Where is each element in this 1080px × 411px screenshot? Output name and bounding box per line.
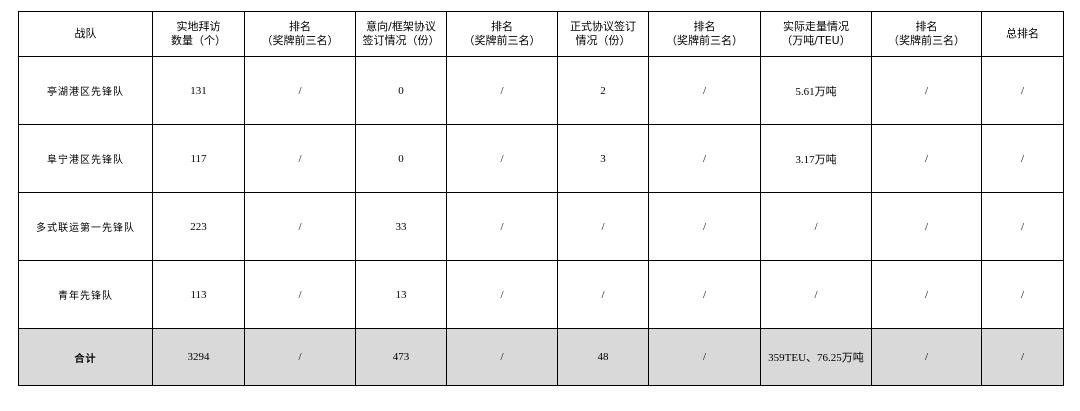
table-cell: / [871,260,982,329]
column-header: 实地拜访 数量（个） [152,11,245,57]
table-cell: / [981,56,1064,125]
table-cell: 3294 [152,328,245,386]
table-row: 多式联运第一先锋队 223/33// / / / / [18,192,1064,261]
table-cell: / [446,192,558,261]
table-cell: / [871,192,982,261]
team-name-cell: 青年先锋队 [18,260,153,329]
table-row: 阜宁港区先锋队 117/0/3/3.17万吨 / / [18,124,1064,193]
table-cell: / [871,124,982,193]
table-cell: / [981,328,1064,386]
table-cell: 33 [355,192,447,261]
table-cell: 5.61万吨 [760,56,872,125]
table-cell: / [446,56,558,125]
table-cell: / [981,192,1064,261]
column-header: 排名 （奖牌前三名） [446,11,558,57]
table-cell: / [871,56,982,125]
team-name-cell: 合计 [18,328,153,386]
column-header: 总排名 [981,11,1064,57]
table-cell: 131 [152,56,245,125]
table-cell: 223 [152,192,245,261]
table-cell: / [244,56,356,125]
table-cell: / [981,124,1064,193]
table-cell: 113 [152,260,245,329]
team-name-cell: 多式联运第一先锋队 [18,192,153,261]
table-cell: / [981,260,1064,329]
table-cell: / [244,192,356,261]
table-cell: 0 [355,56,447,125]
table-cell: / [648,56,761,125]
column-header: 排名 （奖牌前三名） [871,11,982,57]
table-cell: 2 [557,56,649,125]
table-cell: / [557,192,649,261]
table-cell: 117 [152,124,245,193]
team-ranking-table: 战队 实地拜访 数量（个） 排名 （奖牌前三名） 意向/框架协议 签订情况（份） 排名 … [18,11,1064,386]
column-header: 排名 （奖牌前三名） [648,11,761,57]
table-cell: 48 [557,328,649,386]
table-cell: / [871,328,982,386]
header-row: 战队 实地拜访 数量（个） 排名 （奖牌前三名） 意向/框架协议 签订情况（份） 排名 … [18,11,1064,57]
table-cell: / [648,124,761,193]
table-cell: / [446,328,558,386]
table-cell: / [244,260,356,329]
table-cell: 13 [355,260,447,329]
table-cell: 3 [557,124,649,193]
team-name-cell: 阜宁港区先锋队 [18,124,153,193]
team-name-cell: 亭湖港区先锋队 [18,56,153,125]
column-header: 实际走量情况 （万吨/TEU） [760,11,872,57]
table-cell: / [648,260,761,329]
table-cell: 473 [355,328,447,386]
table-cell: 359TEU、76.25万吨 [760,328,872,386]
table-cell: / [446,124,558,193]
column-header: 战队 [18,11,153,57]
table-row: 青年先锋队 113/13// / / / / [18,260,1064,329]
table-row: 亭湖港区先锋队 131/0/2/5.61万吨 / / [18,56,1064,125]
column-header: 正式协议签订 情况（份） [557,11,649,57]
table-cell: / [648,328,761,386]
table-cell: 3.17万吨 [760,124,872,193]
total-row: 合计 3294/473/48/359TEU、76.25万吨 / / [18,328,1064,386]
table-cell: / [760,260,872,329]
table-cell: / [760,192,872,261]
table-cell: / [557,260,649,329]
table-cell: / [244,124,356,193]
column-header: 排名 （奖牌前三名） [244,11,356,57]
table-cell: 0 [355,124,447,193]
table-cell: / [446,260,558,329]
table-cell: / [244,328,356,386]
table-cell: / [648,192,761,261]
column-header: 意向/框架协议 签订情况（份） [355,11,447,57]
